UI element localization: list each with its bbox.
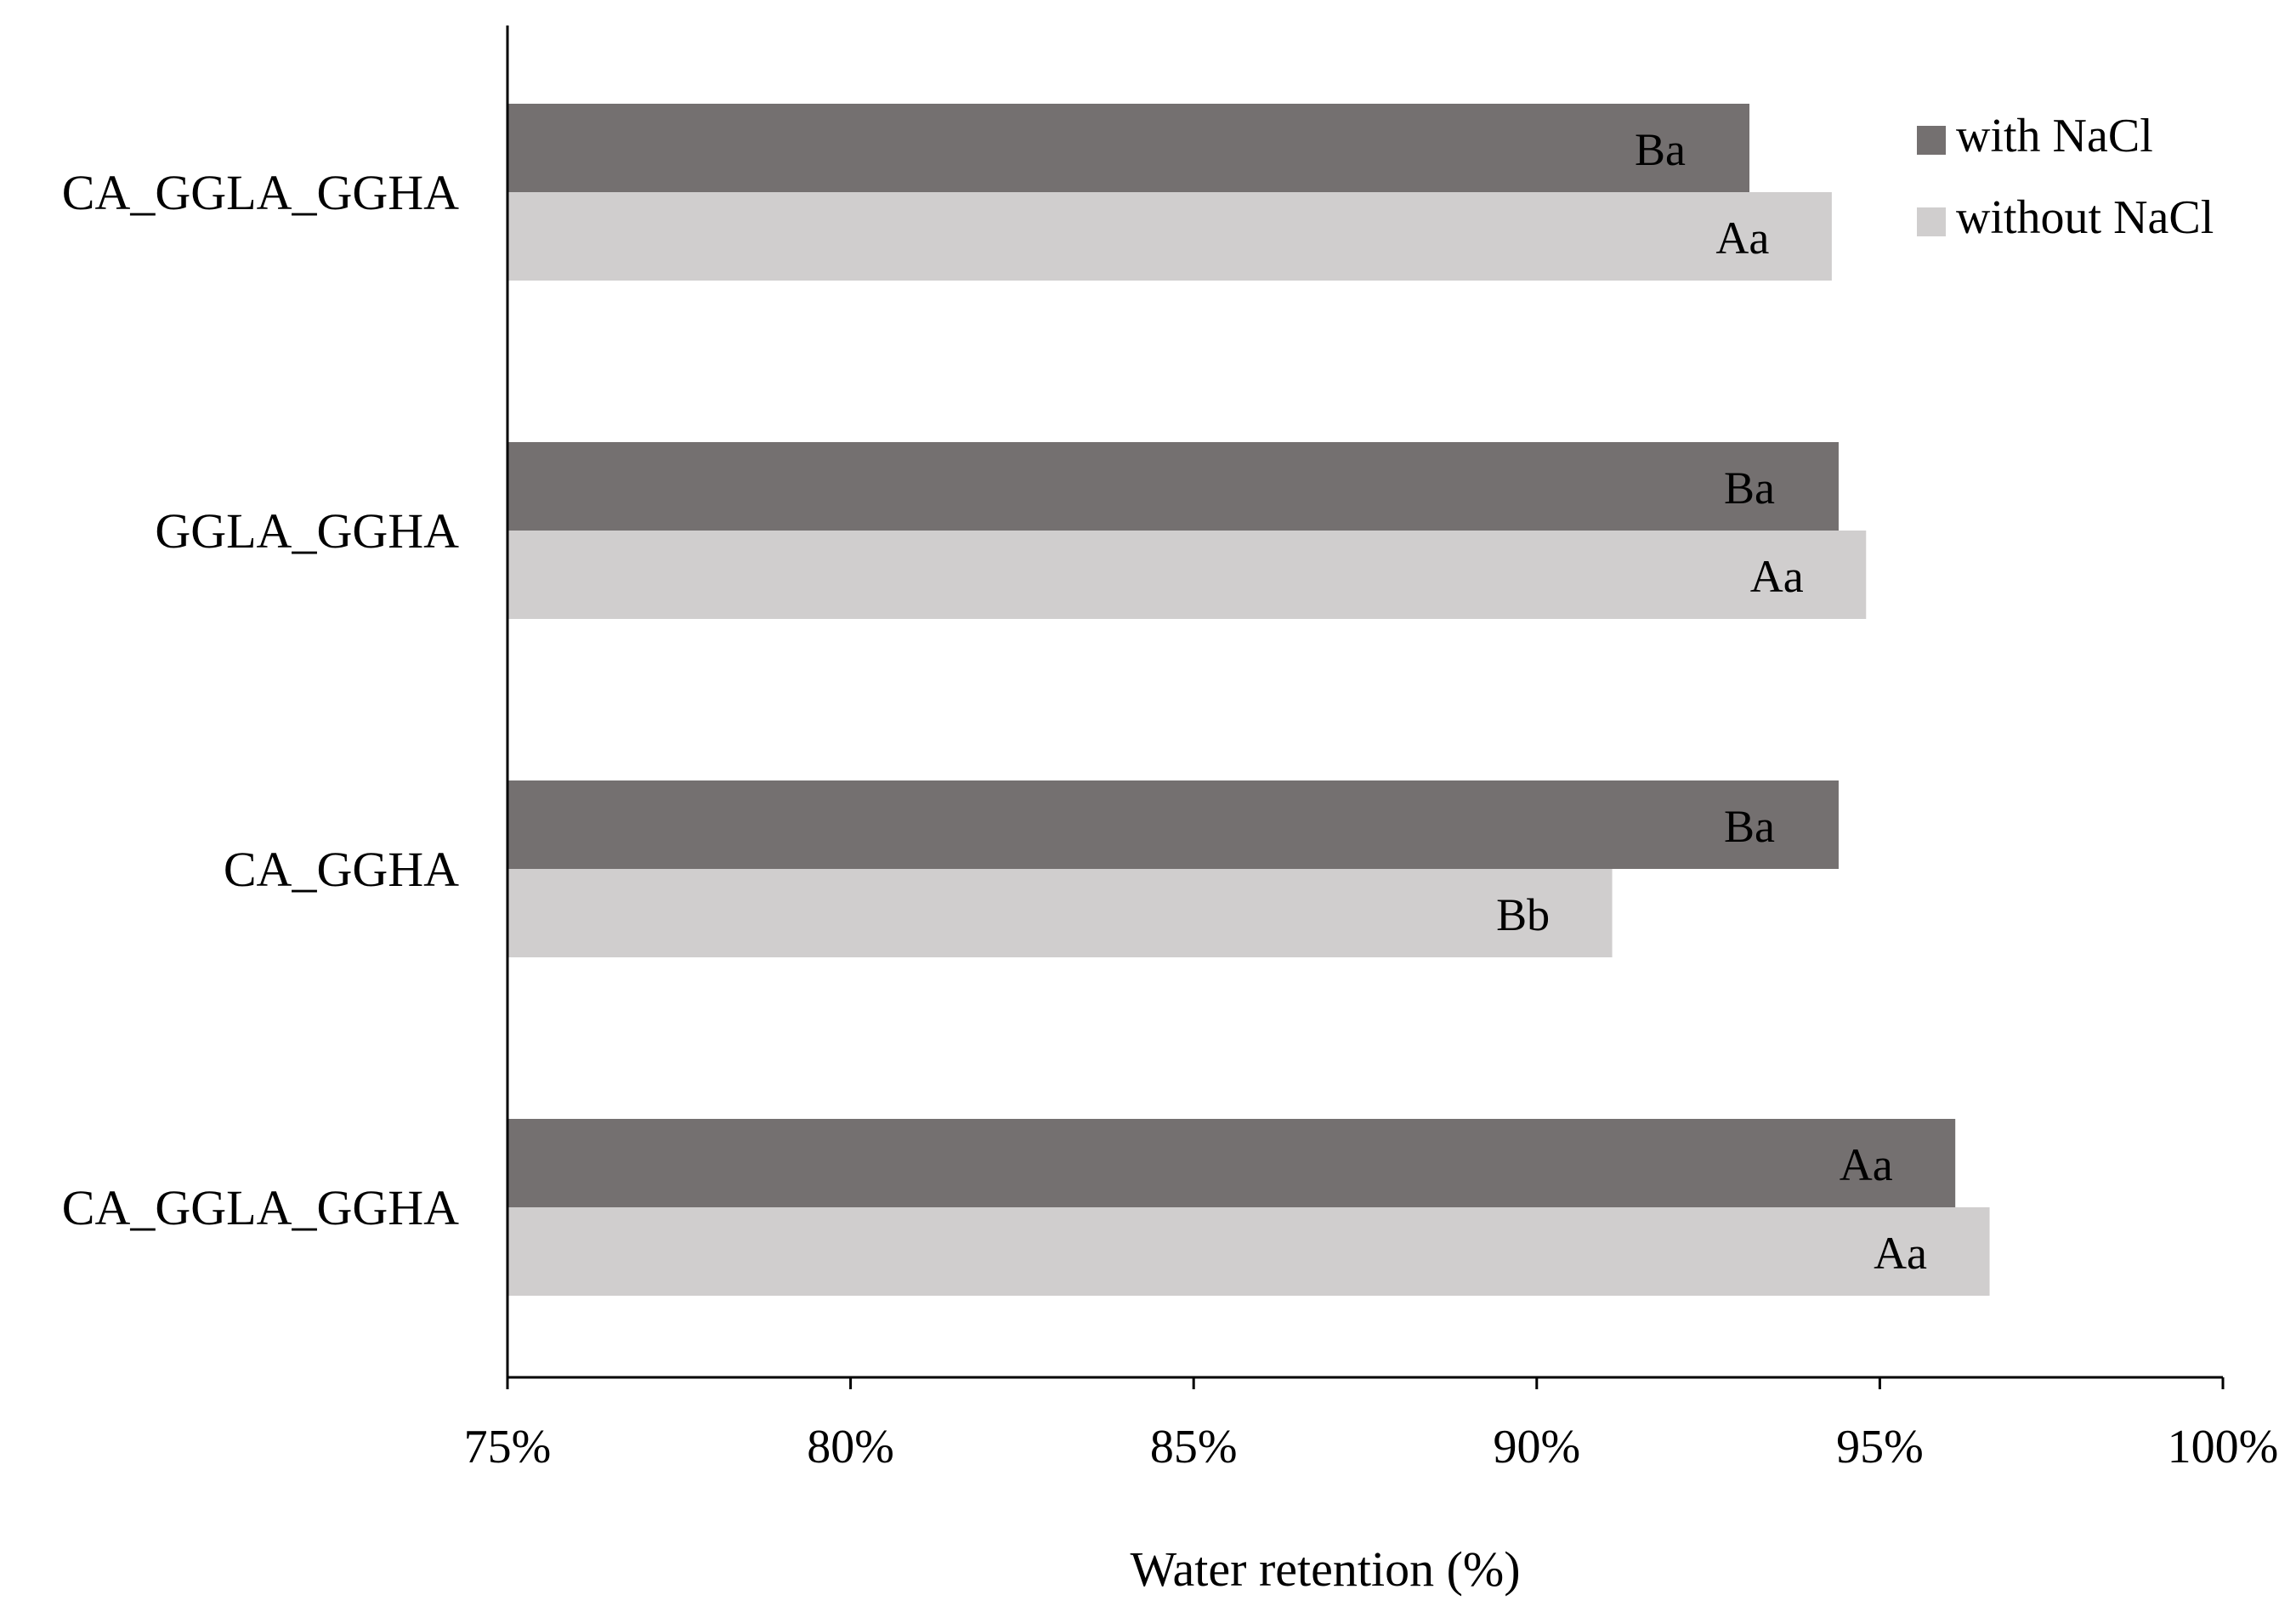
x-tick-label-85: 85% [1150,1421,1238,1473]
bar-label-without-nacl-2: Aa [1750,551,1804,602]
x-tick-label-90: 90% [1493,1421,1580,1473]
axes [506,26,2223,1379]
x-tick-label-95: 95% [1836,1421,1924,1473]
bar-label-with-nacl-1: Ba [1635,124,1686,175]
category-label-3: CA_GGHA [224,842,459,897]
legend: with NaCl without NaCl [1917,110,2214,244]
legend-swatch-with-nacl [1917,126,1946,155]
bar-label-with-nacl-3: Ba [1724,801,1775,852]
x-axis-title: Water retention (%) [1130,1541,1520,1597]
bar-without-nacl-1 [507,192,1832,281]
bar-with-nacl-3 [507,780,1839,869]
x-tick-label-100: 100% [2168,1421,2279,1473]
x-tick-label-75: 75% [464,1421,552,1473]
category-label-2: GGLA_GGHA [155,503,459,559]
bar-label-with-nacl-2: Ba [1724,463,1775,514]
x-tick-label-80: 80% [807,1421,894,1473]
category-label-4: CA_GGLA_GGHA [62,1180,459,1235]
bar-label-without-nacl-3: Bb [1496,889,1550,940]
legend-label-with-nacl: with NaCl [1956,110,2153,162]
legend-swatch-without-nacl [1917,207,1946,236]
bar-without-nacl-4 [507,1207,1990,1296]
bar-labels-layer: Ba Aa Ba Aa Ba Bb Aa Aa [1496,124,1927,1279]
bar-with-nacl-4 [507,1119,1956,1207]
x-ticks: 75% 80% 85% 90% 95% 100% [464,1377,2279,1473]
bar-without-nacl-3 [507,869,1613,957]
bar-label-without-nacl-4: Aa [1874,1228,1927,1279]
category-labels: CA_GGLA_GGHA GGLA_GGHA CA_GGHA CA_GGLA_GGHA [62,165,459,1235]
bar-label-with-nacl-4: Aa [1840,1139,1893,1190]
bars-layer [507,104,1990,1296]
category-label-1: CA_GGLA_GGHA [62,165,459,220]
legend-label-without-nacl: without NaCl [1956,191,2214,244]
bar-with-nacl-2 [507,442,1839,531]
bar-label-without-nacl-1: Aa [1715,213,1769,264]
bar-without-nacl-2 [507,531,1867,619]
bar-with-nacl-1 [507,104,1750,192]
